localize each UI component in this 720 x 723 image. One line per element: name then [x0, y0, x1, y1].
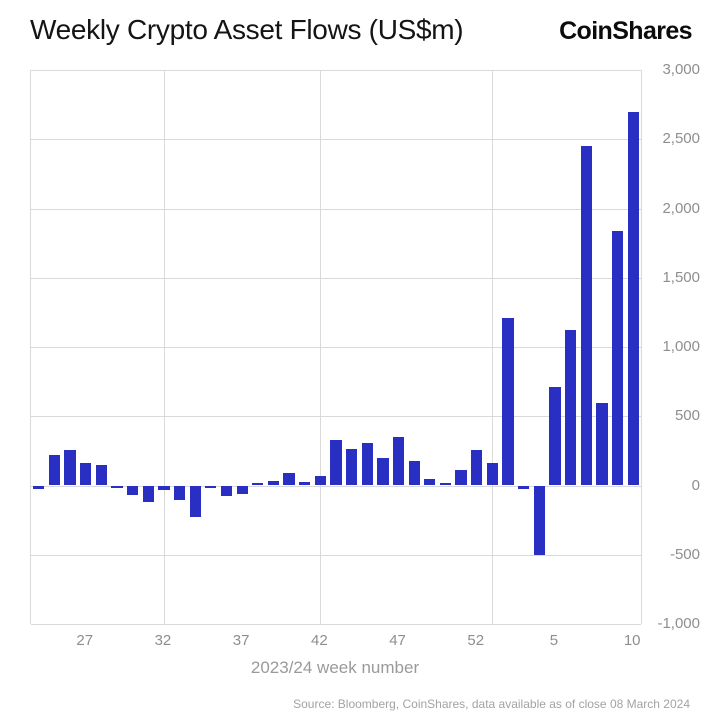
bar-week-32 — [158, 485, 170, 491]
bar-week-1 — [486, 463, 499, 486]
x-axis-title: 2023/24 week number — [250, 658, 420, 677]
bar-week-34 — [189, 485, 201, 518]
gridline-v — [492, 70, 494, 624]
bar-week-29 — [111, 485, 123, 488]
x-tick-label: 5 — [549, 632, 559, 649]
x-tick-label: 47 — [389, 632, 406, 649]
bar-week-36 — [220, 485, 233, 496]
bar-week-2 — [502, 317, 514, 486]
y-tick-label: 2,500 — [662, 130, 700, 148]
y-tick-label: 500 — [674, 407, 700, 425]
bar-week-51 — [455, 470, 467, 486]
y-axis-labels: 3,000 2,500 2,000 1,500 1,000 500 0 -500 -1,000 — [646, 61, 700, 632]
bar-week-39 — [267, 480, 280, 486]
x-tick-label: 27 — [76, 632, 94, 649]
x-tick-label: 37 — [232, 632, 250, 649]
bar-week-6 — [564, 330, 577, 486]
x-tick-label: 52 — [467, 632, 485, 649]
y-tick-label: -1,000 — [657, 615, 700, 632]
bar-week-40 — [283, 473, 295, 486]
y-tick-label: -500 — [669, 545, 700, 563]
x-tick-label: 42 — [311, 632, 328, 649]
bar-week-37 — [236, 485, 248, 494]
bar-week-25 — [48, 455, 61, 486]
bar-week-52 — [471, 450, 483, 486]
bar-week-45 — [361, 443, 373, 486]
gridline-h — [31, 347, 641, 348]
bar-week-10 — [627, 111, 639, 486]
bar-week-7 — [580, 146, 592, 486]
bar-week-38 — [252, 483, 264, 486]
gridline-v — [163, 70, 165, 624]
bar-week-42 — [314, 475, 326, 486]
bar-week-5 — [549, 387, 561, 486]
bar-week-43 — [330, 439, 342, 486]
x-tick-label: 32 — [154, 632, 172, 649]
bar-week-47 — [392, 437, 405, 486]
gridline-h — [31, 624, 641, 625]
bar-week-3 — [518, 485, 530, 489]
bar-week-28 — [95, 464, 107, 486]
bar-week-33 — [173, 485, 186, 501]
y-tick-label: 1,000 — [662, 338, 700, 355]
y-tick-label: 2,000 — [662, 199, 700, 217]
bar-week-26 — [64, 450, 76, 486]
bar-week-30 — [127, 485, 139, 495]
bar-week-8 — [596, 402, 608, 486]
bar-week-46 — [377, 457, 389, 486]
bar-week-24 — [33, 485, 45, 489]
bar-week-9 — [611, 230, 624, 486]
gridline-v — [320, 70, 322, 624]
bar-week-49 — [424, 479, 436, 486]
gridline-h — [31, 70, 641, 71]
x-axis-labels: 27 32 37 42 47 52 5 10 — [30, 632, 640, 652]
bar-week-4 — [533, 485, 545, 555]
bar-week-48 — [408, 460, 420, 486]
bar-week-44 — [346, 449, 358, 486]
source-note: Source: Bloomberg, CoinShares, data avai… — [293, 697, 690, 711]
y-tick-label: 0 — [691, 476, 700, 494]
bar-week-41 — [299, 482, 311, 486]
x-tick-label: 10 — [623, 632, 641, 649]
plot-area — [30, 70, 642, 625]
gridline-h — [31, 554, 641, 556]
y-tick-label: 1,500 — [662, 268, 700, 286]
gridline-h — [31, 208, 641, 210]
gridline-h — [31, 485, 641, 487]
bar-week-27 — [80, 463, 92, 486]
bar-week-50 — [439, 482, 452, 486]
page-title: Weekly Crypto Asset Flows (US$m) — [30, 14, 464, 45]
y-tick-label: 3,000 — [662, 61, 700, 78]
coinshares-logo: CoinShares — [559, 17, 693, 45]
gridline-h — [31, 277, 641, 279]
bar-week-31 — [142, 485, 154, 503]
gridline-h — [31, 416, 641, 418]
bar-week-35 — [205, 485, 217, 488]
gridline-h — [31, 139, 641, 141]
